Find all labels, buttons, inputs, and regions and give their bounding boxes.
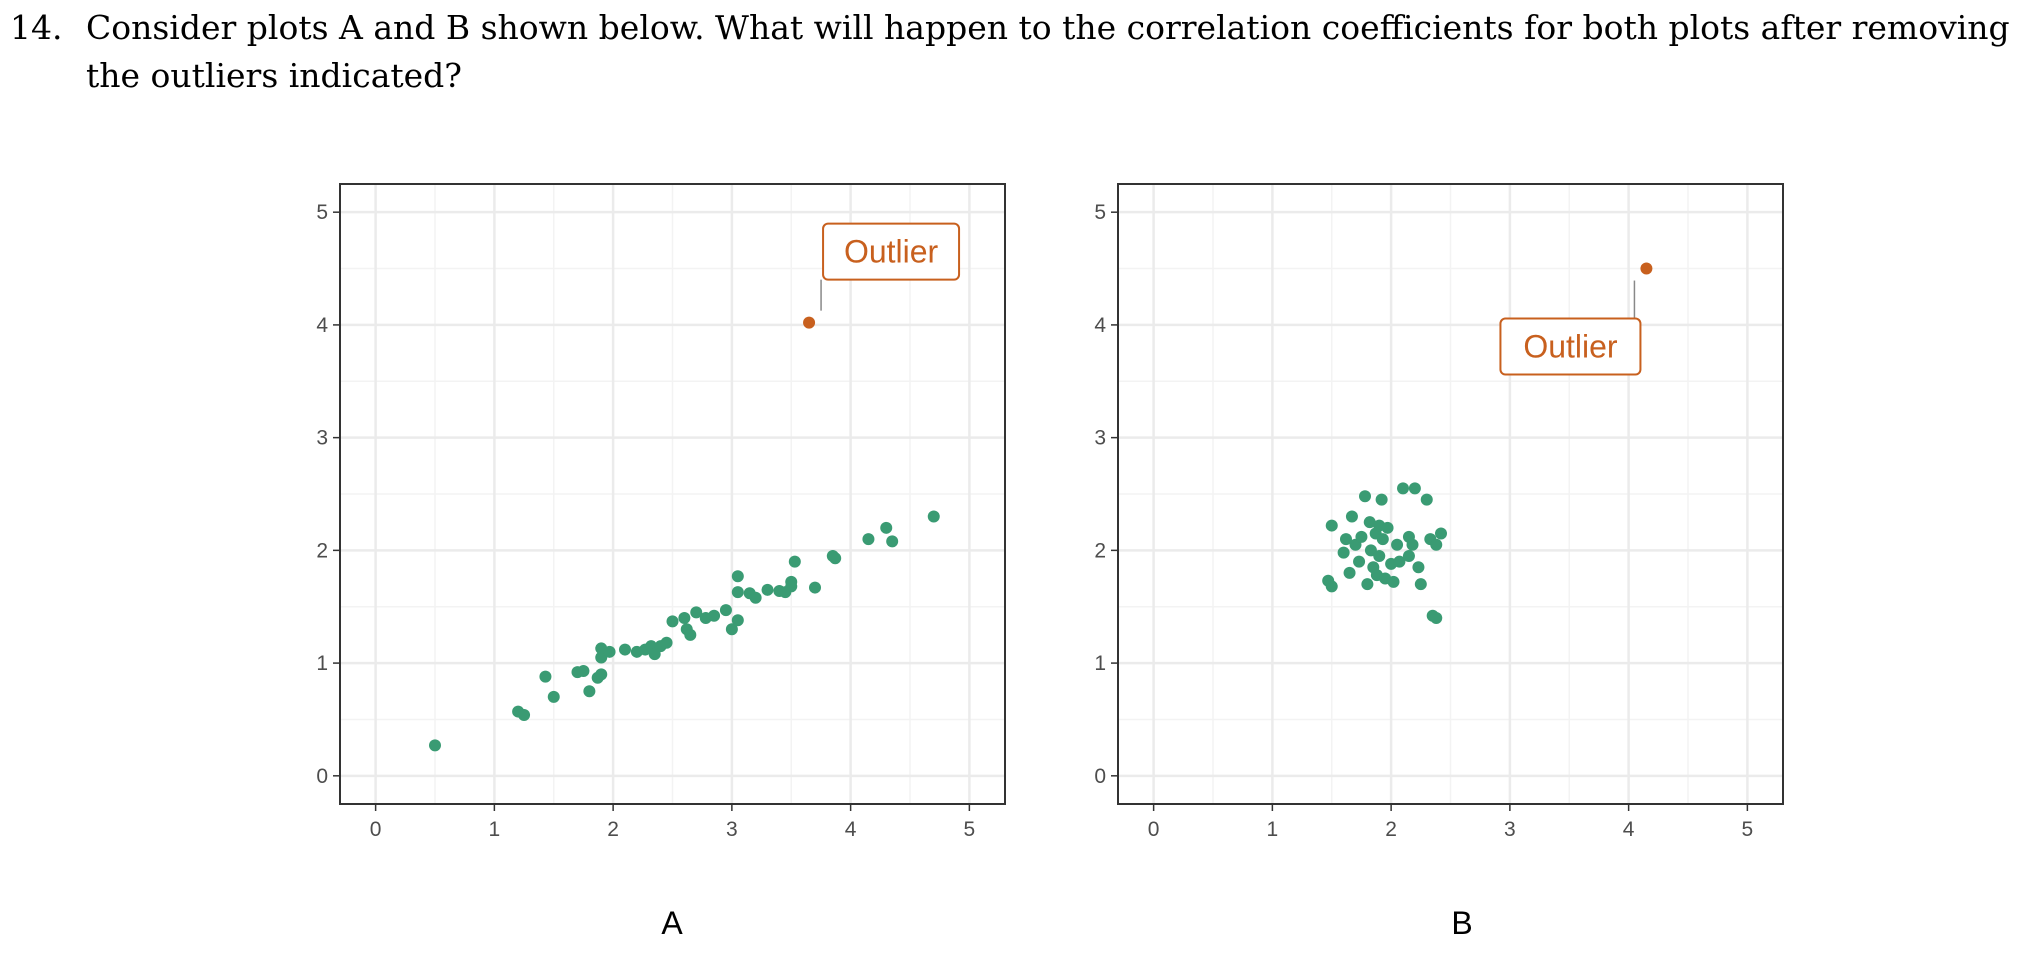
data-point [1363, 516, 1376, 529]
data-point [1397, 482, 1409, 495]
data-point [708, 609, 721, 622]
plot-label-b: B [1451, 905, 1472, 941]
data-point [1391, 538, 1404, 551]
x-tick-label: 3 [726, 818, 738, 841]
data-point [1420, 493, 1433, 506]
y-tick-label: 2 [316, 539, 328, 562]
data-point [1359, 490, 1371, 503]
outlier-label: Outlier [1523, 329, 1618, 365]
y-tick-label: 0 [316, 765, 328, 788]
data-point [1412, 561, 1425, 574]
data-point [1408, 482, 1421, 495]
data-point [595, 668, 608, 681]
data-point [1430, 612, 1443, 624]
data-point [829, 552, 842, 565]
x-tick-label: 1 [1267, 818, 1279, 841]
data-point [1414, 578, 1427, 591]
outlier-point [1640, 262, 1653, 275]
plot-label-a: A [661, 905, 683, 941]
data-point [678, 612, 691, 624]
panel-border [1117, 183, 1784, 805]
x-tick-label: 3 [1504, 818, 1516, 841]
panel-border [339, 183, 1006, 805]
y-tick-label: 5 [316, 201, 328, 224]
data-point [1355, 530, 1368, 543]
data-point [731, 614, 744, 627]
data-point [1406, 538, 1419, 551]
y-tick-label: 3 [316, 427, 328, 450]
data-point [684, 628, 697, 641]
data-point [1337, 546, 1350, 559]
panel-b: 0 1 2 3 4 5 0 1 2 3 4 5 Outlier B [1094, 183, 1784, 941]
data-point [761, 583, 774, 596]
data-point [1343, 566, 1356, 579]
panel-a: 0 1 2 3 4 5 0 1 2 3 4 5 Outlier A [316, 183, 1006, 941]
x-tick-label: 0 [370, 818, 382, 841]
x-tick-label: 4 [845, 818, 857, 841]
data-point [1387, 575, 1400, 588]
data-point [583, 685, 596, 698]
x-tick-label: 5 [964, 818, 976, 841]
outlier-label-box [1499, 317, 1642, 376]
data-point [577, 664, 590, 677]
data-point [749, 591, 762, 604]
x-tick-label: 0 [1148, 818, 1160, 841]
data-point [429, 739, 441, 752]
data-point [518, 708, 531, 721]
data-point [1325, 580, 1338, 593]
data-point [788, 555, 801, 568]
data-point [690, 606, 703, 619]
question: 14. Consider plots A and B shown below. … [10, 4, 2020, 100]
data-point [731, 586, 744, 599]
data-point [1373, 550, 1386, 562]
data-point [731, 570, 744, 583]
y-tick-label: 1 [1094, 652, 1106, 675]
data-point [1345, 510, 1358, 523]
question-text: Consider plots A and B shown below. What… [86, 8, 2010, 95]
data-point [547, 690, 560, 703]
data-point [725, 623, 738, 636]
outlier-label-box [822, 222, 961, 281]
data-point [1340, 533, 1352, 546]
data-point [886, 535, 899, 548]
outlier-point [803, 316, 816, 329]
data-point [603, 645, 616, 658]
data-point [809, 581, 821, 594]
y-tick-label: 5 [1094, 201, 1106, 224]
data-point [660, 636, 673, 649]
data-point [539, 670, 552, 683]
x-tick-label: 2 [1385, 818, 1397, 841]
question-number: 14. [10, 8, 63, 47]
data-point [1353, 555, 1366, 568]
outlier-label: Outlier [844, 234, 939, 270]
x-tick-label: 4 [1623, 818, 1635, 841]
data-point [719, 604, 732, 617]
data-point [880, 521, 893, 534]
data-point [1393, 555, 1406, 568]
data-point [1376, 533, 1389, 546]
y-tick-label: 4 [1094, 314, 1106, 337]
data-point [1402, 550, 1415, 562]
data-point [785, 575, 798, 588]
y-tick-label: 2 [1094, 539, 1106, 562]
y-tick-label: 0 [1094, 765, 1106, 788]
data-point [1375, 493, 1388, 506]
data-point [1325, 519, 1338, 532]
x-tick-label: 5 [1742, 818, 1754, 841]
data-point [1435, 527, 1447, 540]
data-point [619, 643, 631, 656]
y-tick-label: 1 [316, 652, 328, 675]
y-tick-label: 3 [1094, 427, 1106, 450]
data-point [1361, 578, 1374, 591]
data-point [1381, 521, 1394, 534]
y-tick-label: 4 [316, 314, 328, 337]
data-point [927, 510, 940, 523]
data-point [1430, 538, 1443, 551]
x-tick-label: 1 [489, 818, 501, 841]
x-tick-label: 2 [607, 818, 619, 841]
data-point [862, 533, 875, 546]
data-point [666, 615, 679, 628]
